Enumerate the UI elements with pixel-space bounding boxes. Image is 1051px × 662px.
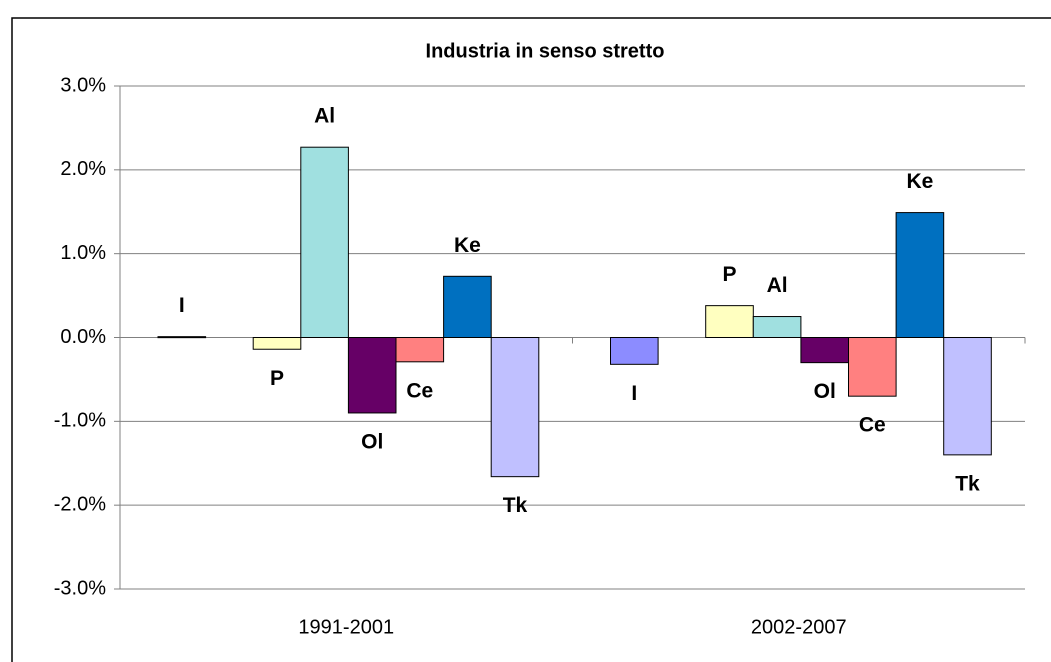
data-label: Tk: [503, 494, 528, 517]
bar: [490, 337, 540, 478]
data-label: Tk: [955, 472, 980, 495]
data-label: Al: [314, 105, 335, 128]
y-tick-label: -3.0%: [54, 577, 106, 599]
y-tick-label: 3.0%: [60, 74, 106, 96]
data-label: Ce: [406, 379, 433, 402]
data-label: I: [631, 382, 637, 405]
x-tick-label: 2002-2007: [751, 616, 847, 638]
bar: [848, 337, 897, 397]
bar: [800, 337, 850, 364]
bar: [705, 305, 754, 339]
data-label: Ol: [814, 380, 836, 403]
data-label: P: [270, 367, 284, 390]
chart-title: Industria in senso stretto: [426, 40, 665, 62]
y-tick-label: 2.0%: [60, 158, 106, 180]
data-label: I: [179, 294, 185, 317]
bar: [943, 337, 992, 456]
data-label: Ke: [906, 170, 933, 193]
bar: [252, 337, 302, 350]
data-label: Ol: [361, 430, 383, 453]
bar: [752, 316, 802, 338]
data-label: Al: [767, 274, 788, 297]
y-tick-label: 0.0%: [60, 326, 106, 348]
bar: [895, 212, 945, 338]
bar: [443, 275, 492, 338]
bar: [347, 337, 397, 414]
data-label: Ke: [454, 234, 481, 257]
bar: [300, 146, 349, 338]
data-label: Ce: [859, 414, 886, 437]
bar: [395, 337, 445, 363]
data-label: P: [722, 263, 736, 286]
y-tick-label: -2.0%: [54, 493, 106, 515]
chart-frame: [11, 17, 1051, 662]
y-tick-label: 1.0%: [60, 242, 106, 264]
bar: [157, 336, 207, 339]
y-tick-label: -1.0%: [54, 410, 106, 432]
x-tick-label: 1991-2001: [298, 616, 394, 638]
bar: [610, 337, 659, 365]
